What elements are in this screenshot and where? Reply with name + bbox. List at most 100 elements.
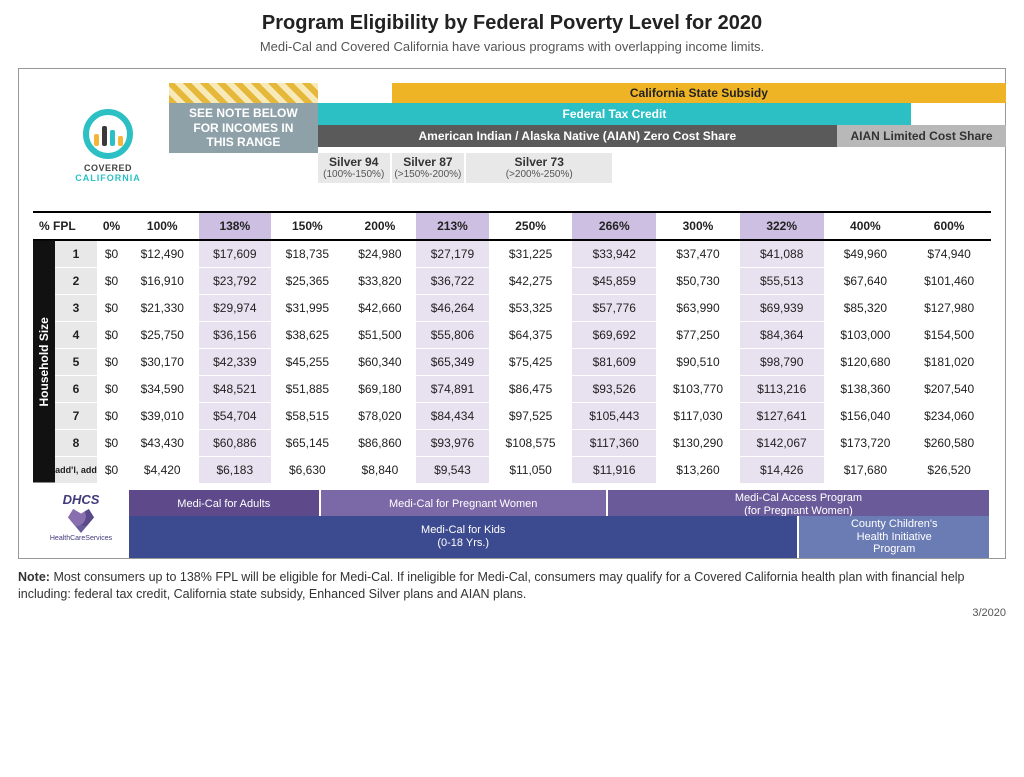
fpl-cell: $24,980 [344, 240, 417, 268]
fpl-cell: $39,010 [126, 403, 199, 430]
fpl-cell: $84,364 [740, 322, 824, 349]
fpl-cell: $42,660 [344, 295, 417, 322]
page-title: Program Eligibility by Federal Poverty L… [18, 12, 1006, 35]
aian-limited-band: AIAN Limited Cost Share [837, 125, 1006, 147]
fpl-table: % FPL0%100%138%150%200%213%250%266%300%3… [33, 211, 991, 484]
fpl-cell: $0 [97, 376, 126, 403]
table-row: 7$0$39,010$54,704$58,515$78,020$84,434$9… [33, 403, 991, 430]
fpl-cell: $74,891 [416, 376, 489, 403]
fpl-cell: $4,420 [126, 457, 199, 484]
hatch-band [169, 83, 317, 103]
fpl-cell: $117,030 [656, 403, 740, 430]
fpl-cell: $84,434 [416, 403, 489, 430]
fpl-cell: $50,730 [656, 268, 740, 295]
fpl-cell: $98,790 [740, 349, 824, 376]
fpl-cell: $130,290 [656, 430, 740, 457]
fpl-cell: $18,735 [271, 240, 344, 268]
fpl-header: 150% [271, 212, 344, 240]
fpl-cell: $30,170 [126, 349, 199, 376]
fpl-cell: $11,916 [572, 457, 656, 484]
fpl-cell: $0 [97, 268, 126, 295]
fpl-cell: $55,806 [416, 322, 489, 349]
fpl-cell: $207,540 [907, 376, 991, 403]
household-size: 3 [55, 295, 97, 322]
fpl-cell: $97,525 [489, 403, 573, 430]
fpl-cell: $69,939 [740, 295, 824, 322]
household-size: 5 [55, 349, 97, 376]
fpl-cell: $25,750 [126, 322, 199, 349]
fpl-cell: $6,630 [271, 457, 344, 484]
fpl-cell: $75,425 [489, 349, 573, 376]
fpl-cell: $38,625 [271, 322, 344, 349]
aian-zero-band: American Indian / Alaska Native (AIAN) Z… [318, 125, 837, 147]
fpl-cell: $23,792 [199, 268, 272, 295]
fpl-cell: $86,475 [489, 376, 573, 403]
fpl-cell: $65,349 [416, 349, 489, 376]
fpl-cell: $86,860 [344, 430, 417, 457]
program-cell: County Children'sHealth InitiativeProgra… [799, 516, 991, 558]
heart-icon [68, 509, 94, 533]
fpl-cell: $48,521 [199, 376, 272, 403]
fpl-cell: $103,770 [656, 376, 740, 403]
fpl-cell: $0 [97, 349, 126, 376]
fpl-cell: $60,340 [344, 349, 417, 376]
fpl-label: % FPL [33, 212, 97, 240]
fpl-cell: $234,060 [907, 403, 991, 430]
fpl-cell: $127,980 [907, 295, 991, 322]
fpl-cell: $74,940 [907, 240, 991, 268]
page-subtitle: Medi-Cal and Covered California have var… [18, 39, 1006, 54]
fpl-cell: $6,183 [199, 457, 272, 484]
fpl-cell: $0 [97, 295, 126, 322]
fpl-cell: $42,339 [199, 349, 272, 376]
program-grid: Medi-Cal for AdultsMedi-Cal for Pregnant… [129, 490, 991, 548]
fpl-cell: $64,375 [489, 322, 573, 349]
fpl-cell: $37,470 [656, 240, 740, 268]
table-row: add'l, add$0$4,420$6,183$6,630$8,840$9,5… [33, 457, 991, 484]
fpl-cell: $93,976 [416, 430, 489, 457]
fpl-cell: $11,050 [489, 457, 573, 484]
state-subsidy-band: California State Subsidy [392, 83, 1006, 103]
fpl-cell: $17,680 [824, 457, 908, 484]
fpl-cell: $108,575 [489, 430, 573, 457]
fpl-cell: $81,609 [572, 349, 656, 376]
fpl-header: 200% [344, 212, 417, 240]
fpl-cell: $13,260 [656, 457, 740, 484]
fpl-cell: $42,275 [489, 268, 573, 295]
fpl-header: 213% [416, 212, 489, 240]
fpl-header: 400% [824, 212, 908, 240]
fpl-cell: $45,859 [572, 268, 656, 295]
fpl-cell: $27,179 [416, 240, 489, 268]
fpl-cell: $0 [97, 240, 126, 268]
fpl-cell: $138,360 [824, 376, 908, 403]
fpl-cell: $31,995 [271, 295, 344, 322]
fpl-cell: $51,885 [271, 376, 344, 403]
fed-tax-band: Federal Tax Credit [318, 103, 912, 125]
fpl-cell: $181,020 [907, 349, 991, 376]
fpl-cell: $103,000 [824, 322, 908, 349]
program-cell: Medi-Cal for Adults [129, 490, 321, 519]
program-cell: Medi-Cal Access Program(for Pregnant Wom… [608, 490, 991, 519]
fpl-header: 266% [572, 212, 656, 240]
program-bands: COVERED CALIFORNIA SEE NOTE BELOWFOR INC… [112, 83, 1006, 207]
covered-ca-logo: COVERED CALIFORNIA [60, 109, 156, 183]
fpl-cell: $29,974 [199, 295, 272, 322]
household-size: add'l, add [55, 457, 97, 484]
fpl-cell: $69,692 [572, 322, 656, 349]
fpl-cell: $31,225 [489, 240, 573, 268]
fpl-cell: $60,886 [199, 430, 272, 457]
fpl-cell: $9,543 [416, 457, 489, 484]
fpl-cell: $142,067 [740, 430, 824, 457]
fpl-cell: $51,500 [344, 322, 417, 349]
income-note-box: SEE NOTE BELOWFOR INCOMES INTHIS RANGE [169, 103, 317, 153]
table-row: 6$0$34,590$48,521$51,885$69,180$74,891$8… [33, 376, 991, 403]
fpl-cell: $260,580 [907, 430, 991, 457]
fpl-cell: $120,680 [824, 349, 908, 376]
fpl-cell: $85,320 [824, 295, 908, 322]
fpl-cell: $90,510 [656, 349, 740, 376]
fpl-cell: $36,722 [416, 268, 489, 295]
fpl-cell: $33,942 [572, 240, 656, 268]
fpl-cell: $45,255 [271, 349, 344, 376]
fpl-header: 600% [907, 212, 991, 240]
fpl-cell: $14,426 [740, 457, 824, 484]
fpl-cell: $63,990 [656, 295, 740, 322]
